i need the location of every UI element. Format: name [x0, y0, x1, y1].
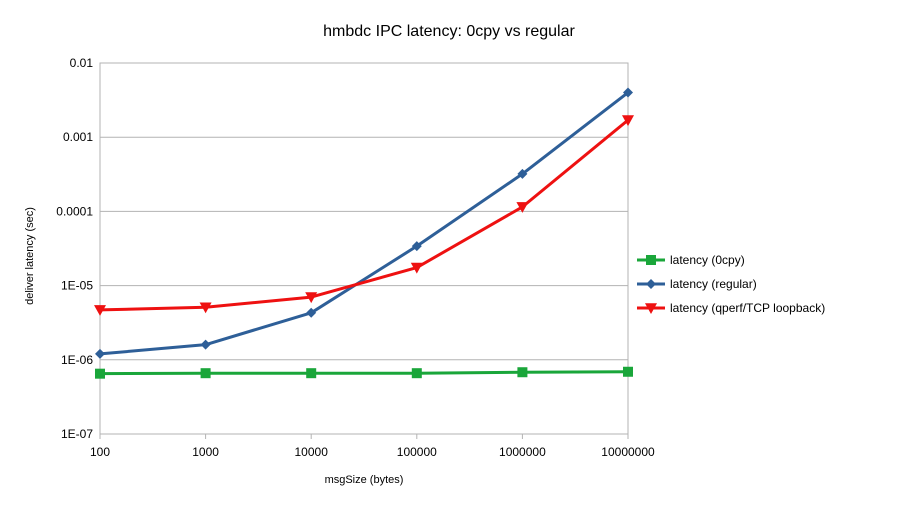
data-point — [95, 368, 105, 379]
y-tick-label: 0.0001 — [56, 204, 93, 218]
data-point — [622, 115, 634, 127]
y-tick-label: 1E-05 — [61, 279, 93, 293]
x-tick-label: 10000 — [295, 445, 329, 459]
series-layer — [94, 87, 634, 379]
x-tick-label: 100000 — [397, 445, 437, 459]
chart-title: hmbdc IPC latency: 0cpy vs regular — [323, 23, 575, 40]
y-tick-label: 1E-06 — [61, 353, 93, 367]
data-point — [306, 368, 317, 379]
x-axis-ticks: 100 1000 10000 100000 1000000 10000000 — [90, 434, 655, 459]
series-line — [99, 118, 629, 312]
legend-entry: latency (0cpy) — [637, 253, 745, 267]
data-point — [411, 241, 422, 252]
y-axis-ticks: 1E-07 1E-06 1E-05 0.0001 0.001 0.01 — [56, 56, 93, 441]
legend-entry: latency (qperf/TCP loopback) — [637, 301, 825, 315]
data-point — [199, 302, 212, 314]
y-tick-label: 0.01 — [70, 56, 94, 70]
x-tick-label: 100 — [90, 445, 110, 459]
series-0 — [95, 366, 633, 379]
y-axis-label: deliver latency (sec) — [24, 207, 36, 305]
plot-area — [99, 62, 629, 435]
series-1 — [95, 87, 633, 359]
grid-lines — [100, 62, 628, 435]
data-point — [646, 279, 656, 289]
legend: latency (0cpy) latency (regular) latency (… — [637, 253, 825, 315]
data-point — [645, 303, 657, 314]
series-line — [99, 91, 629, 356]
data-point — [306, 307, 317, 318]
y-tick-label: 1E-07 — [61, 427, 93, 441]
data-point — [517, 367, 528, 378]
x-tick-label: 10000000 — [601, 445, 655, 459]
legend-label: latency (regular) — [670, 277, 757, 291]
x-tick-label: 1000000 — [499, 445, 546, 459]
data-point — [305, 292, 318, 304]
y-tick-label: 0.001 — [63, 130, 93, 144]
data-point — [200, 339, 211, 350]
data-point — [411, 368, 422, 379]
legend-label: latency (0cpy) — [670, 253, 745, 267]
data-point — [623, 87, 633, 98]
data-point — [517, 168, 528, 179]
x-axis-label: msgSize (bytes) — [325, 474, 404, 486]
data-point — [95, 348, 105, 359]
data-point — [623, 366, 633, 377]
data-point — [516, 202, 529, 213]
legend-entry: latency (regular) — [637, 277, 757, 291]
series-2 — [94, 115, 634, 316]
legend-label: latency (qperf/TCP loopback) — [670, 301, 825, 315]
data-point — [94, 305, 106, 316]
data-point — [646, 255, 656, 265]
x-tick-label: 1000 — [192, 445, 219, 459]
data-point — [200, 368, 211, 379]
series-line — [99, 370, 629, 376]
data-point — [410, 262, 423, 274]
